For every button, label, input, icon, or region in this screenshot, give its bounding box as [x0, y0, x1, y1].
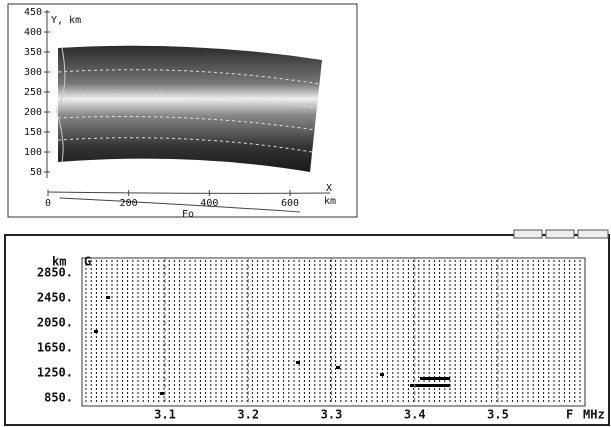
button[interactable] [513, 229, 543, 239]
x-tick-label: 3.4 [404, 408, 426, 422]
y-label: Y, km [51, 15, 81, 26]
y-tick-label: 300 [24, 67, 42, 78]
y-tick-label: 250 [24, 87, 42, 98]
x-unit: km [324, 196, 336, 207]
bottom-panel [4, 234, 610, 426]
y-tick-label: 350 [24, 47, 42, 58]
profile [55, 47, 66, 163]
echo-traces [94, 296, 450, 395]
x-label: X [326, 183, 332, 194]
ionogram-grid [85, 260, 581, 404]
fo-curve [59, 197, 301, 213]
y-tick-label: 450 [24, 7, 42, 18]
field-map [58, 45, 322, 172]
mode: G [84, 255, 91, 269]
y-tick-label: 2850. [37, 266, 73, 280]
contours [57, 69, 321, 153]
button[interactable] [545, 229, 575, 239]
curve-label: Fo [182, 209, 194, 220]
y-tick-label: 1650. [37, 341, 73, 355]
x-tick-label: 3.1 [154, 408, 176, 422]
x-tick-label: 400 [200, 198, 218, 209]
y-tick-label: 200 [24, 107, 42, 118]
window-buttons [513, 229, 609, 239]
y-unit: km [52, 255, 66, 269]
y-tick-label: 850. [44, 391, 73, 405]
y-tick-label: 2450. [37, 291, 73, 305]
y-tick-label: 50 [30, 167, 42, 178]
x-tick-label: 3.5 [487, 408, 509, 422]
x-label: F [566, 408, 573, 422]
x-tick-label: 200 [120, 198, 138, 209]
button[interactable] [577, 229, 609, 239]
y-tick-label: 100 [24, 147, 42, 158]
y-tick-label: 150 [24, 127, 42, 138]
x-tick-label: 3.2 [237, 408, 259, 422]
x-tick-label: 600 [281, 198, 299, 209]
x-tick-label: 0 [45, 198, 51, 209]
y-tick-label: 2050. [37, 316, 73, 330]
x-unit: MHz [583, 408, 605, 422]
y-tick-label: 400 [24, 27, 42, 38]
x-tick-label: 3.3 [321, 408, 343, 422]
plot-area [81, 257, 586, 407]
x-axis [47, 191, 331, 194]
y-tick-label: 1250. [37, 366, 73, 380]
